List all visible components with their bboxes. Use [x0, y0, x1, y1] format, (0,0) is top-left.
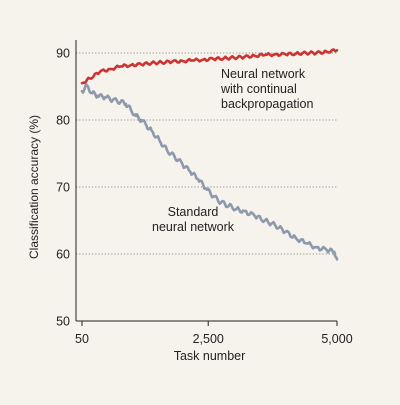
x-tick-label: 50 — [75, 332, 89, 346]
y-tick-label: 60 — [56, 248, 70, 262]
axes — [75, 40, 337, 322]
series-line-continual-backprop — [80, 48, 339, 85]
y-tick-label: 70 — [56, 181, 70, 195]
series-label-standard: Standard neural network — [152, 205, 235, 234]
y-tick-label: 90 — [56, 47, 70, 61]
series-labels: Neural network with continual backpropagat… — [152, 67, 313, 234]
y-tick-label: 80 — [56, 114, 70, 128]
series-line-standard — [80, 83, 339, 261]
y-axis-title: Classification accuracy (%) — [27, 115, 41, 259]
x-axis-title: Task number — [174, 349, 246, 363]
y-tick-label: 50 — [56, 315, 70, 329]
series-label-continual-backprop: Neural network with continual backpropagat… — [220, 67, 313, 111]
x-tick-labels: 50 2,500 5,000 — [75, 321, 353, 346]
x-tick-label: 2,500 — [193, 332, 224, 346]
series-lines — [80, 48, 339, 261]
x-tick-label: 5,000 — [321, 332, 352, 346]
y-tick-labels: 50 60 70 80 90 — [56, 47, 70, 329]
